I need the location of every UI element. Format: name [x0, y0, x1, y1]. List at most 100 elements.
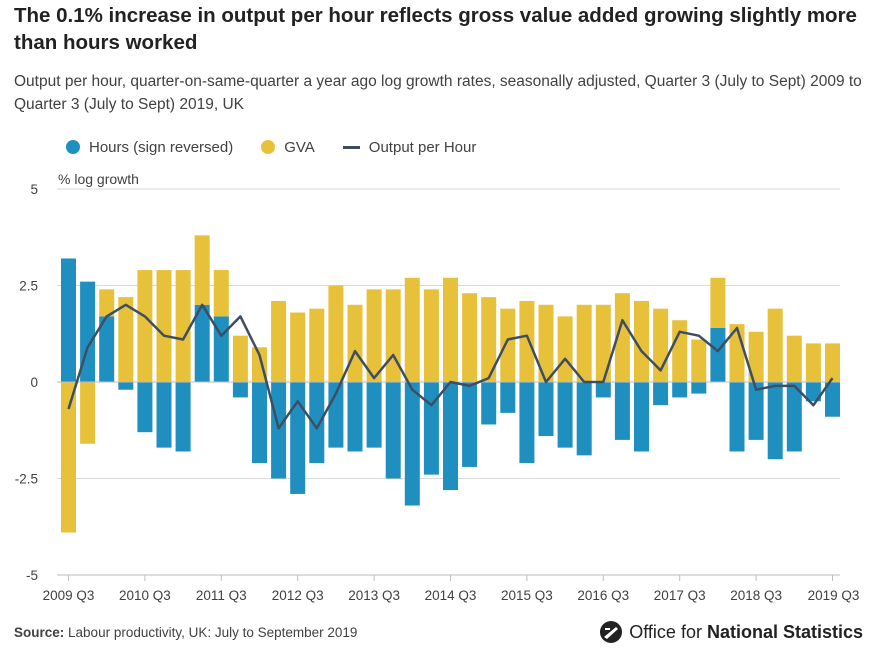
- x-tick-label: 2014 Q3: [425, 588, 477, 603]
- legend-label-gva: GVA: [284, 138, 315, 156]
- bar-gva: [309, 308, 325, 382]
- bar-hours: [691, 382, 707, 394]
- bar-gva: [462, 293, 478, 382]
- bar-gva: [271, 300, 287, 382]
- bar-gva: [748, 331, 764, 382]
- chart-subtitle: Output per hour, quarter-on-same-quarter…: [14, 73, 862, 113]
- bar-gva: [156, 270, 172, 382]
- bar-hours: [576, 382, 592, 456]
- bar-gva: [710, 277, 726, 328]
- legend-item-hours: Hours (sign reversed): [66, 139, 233, 156]
- bar-gva: [500, 308, 516, 382]
- x-tick-label: 2012 Q3: [272, 588, 324, 603]
- bar-hours: [672, 382, 688, 398]
- y-tick-label: 2.5: [19, 279, 38, 294]
- bar-hours: [423, 382, 439, 475]
- bar-gva: [328, 285, 344, 382]
- bar-gva: [519, 300, 535, 382]
- y-tick-label: 0: [30, 375, 38, 390]
- bar-hours: [175, 382, 191, 452]
- chart-title: The 0.1% increase in output per hour ref…: [14, 4, 857, 54]
- bar-gva: [385, 289, 401, 382]
- bar-hours: [232, 382, 248, 398]
- bar-gva: [595, 304, 611, 382]
- bar-hours: [710, 327, 726, 382]
- source-text: Labour productivity, UK: July to Septemb…: [68, 625, 358, 640]
- bar-gva: [347, 304, 363, 382]
- bar-gva: [672, 320, 688, 382]
- y-tick-label: -5: [26, 568, 38, 583]
- legend-label-oph: Output per Hour: [368, 138, 477, 156]
- bar-gva: [767, 308, 783, 382]
- bar-gva: [786, 335, 802, 382]
- y-axis-label: % log growth: [58, 171, 139, 187]
- y-tick-label: 5: [30, 182, 38, 197]
- legend-swatch-gva: [261, 140, 276, 154]
- x-tick-label: 2011 Q3: [196, 588, 247, 603]
- bar-gva: [137, 270, 153, 382]
- legend-item-oph: Output per Hour: [342, 138, 477, 156]
- bar-hours: [519, 382, 535, 464]
- bar-hours: [252, 382, 267, 464]
- ons-brand: Office for National Statistics: [599, 620, 863, 644]
- bar-hours: [729, 382, 745, 452]
- x-tick-label: 2019 Q3: [808, 588, 860, 603]
- bar-hours: [634, 382, 649, 452]
- bar-gva: [61, 382, 76, 533]
- bar-gva: [99, 289, 115, 317]
- bar-gva: [576, 304, 592, 382]
- bar-gva: [290, 312, 306, 382]
- x-tick-label: 2018 Q3: [730, 588, 782, 603]
- bar-gva: [404, 277, 420, 382]
- bar-gva: [443, 277, 458, 382]
- bar-gva: [481, 297, 497, 382]
- bar-hours: [404, 382, 420, 506]
- bar-gva: [80, 382, 96, 444]
- bar-hours: [500, 382, 516, 413]
- bar-gva: [423, 289, 439, 382]
- bar-gva: [634, 300, 649, 382]
- x-tick-label: 2013 Q3: [348, 588, 400, 603]
- bar-gva: [213, 270, 229, 317]
- bar-hours: [194, 304, 210, 382]
- bar-hours: [767, 382, 783, 460]
- bar-hours: [156, 382, 172, 448]
- source-label: Source:: [14, 625, 65, 640]
- bar-gva: [825, 343, 840, 382]
- bar-hours: [271, 382, 287, 479]
- bar-hours: [61, 258, 76, 382]
- legend-item-gva: GVA: [261, 139, 315, 156]
- bar-gva: [614, 293, 630, 382]
- bar-gva: [118, 297, 134, 382]
- bar-hours: [595, 382, 611, 398]
- chart-legend: Hours (sign reversed) GVA Output per Hou…: [66, 136, 504, 158]
- bar-gva: [538, 304, 554, 382]
- bar-hours: [786, 382, 802, 452]
- bar-hours: [748, 382, 764, 440]
- x-tick-label: 2009 Q3: [43, 588, 95, 603]
- bar-gva: [194, 235, 210, 305]
- line-output-per-hour: [67, 303, 834, 430]
- bar-hours: [557, 382, 573, 448]
- y-tick-label: -2.5: [15, 472, 38, 487]
- x-tick-label: 2016 Q3: [577, 588, 629, 603]
- legend-swatch-oph: [342, 145, 360, 149]
- bar-hours: [309, 382, 325, 464]
- bar-hours: [462, 382, 478, 467]
- source-note: Source: Labour productivity, UK: July to…: [14, 625, 357, 640]
- legend-label-hours: Hours (sign reversed): [89, 138, 234, 156]
- bar-hours: [653, 382, 669, 406]
- ons-logo-icon: [600, 621, 623, 643]
- chart-plot: 5 2.5 0 -2.5 -5 % log growth 2009 Q3 2010 Q3 201…: [15, 171, 860, 603]
- bar-hours: [347, 382, 363, 452]
- bar-hours: [614, 382, 630, 440]
- bar-hours: [538, 382, 554, 437]
- x-tick-label: 2017 Q3: [654, 588, 706, 603]
- bar-gva: [691, 339, 707, 382]
- legend-swatch-hours: [66, 140, 80, 154]
- brand-bold: National Statistics: [706, 621, 863, 642]
- bar-hours: [366, 382, 382, 448]
- bar-hours: [481, 382, 497, 425]
- brand-light: Office for: [629, 621, 702, 642]
- x-tick-label: 2010 Q3: [119, 588, 171, 603]
